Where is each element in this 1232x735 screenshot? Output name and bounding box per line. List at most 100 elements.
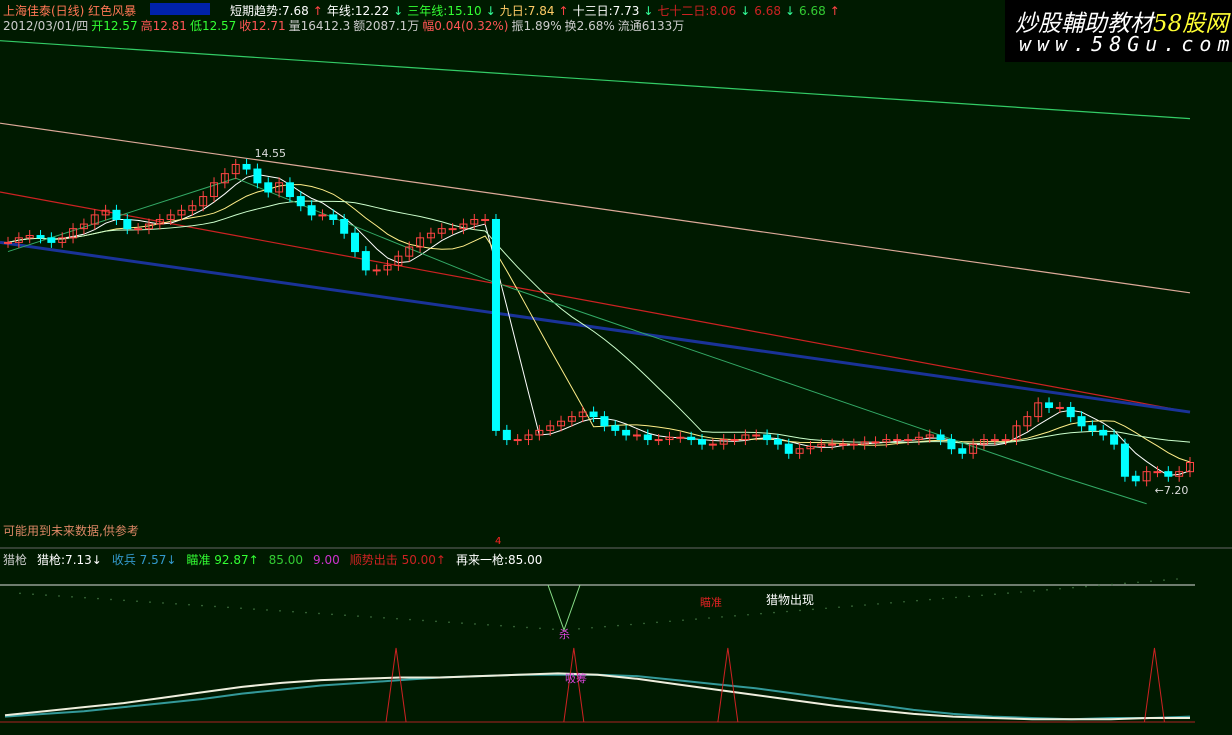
candle-body: [318, 214, 327, 217]
candle-body: [936, 434, 945, 441]
candle-body: [643, 434, 652, 441]
trend-dot: [383, 617, 385, 619]
trend-dot: [1150, 580, 1152, 582]
trend-dot: [149, 601, 151, 603]
candle-body: [134, 228, 143, 231]
kill-label: 杀: [559, 628, 570, 641]
candle-body: [242, 163, 251, 170]
candle-body: [437, 228, 446, 234]
candle-body: [25, 235, 34, 239]
signal-spike: [1143, 647, 1165, 723]
trend-dot: [435, 620, 437, 623]
lh-item: 收兵 7.57↓: [111, 553, 177, 567]
trend-dot: [136, 600, 138, 603]
trend-dot: [487, 624, 489, 626]
candle-body: [849, 443, 858, 446]
quote-item: 换2.68%: [564, 19, 615, 33]
trend-dot: [97, 597, 99, 600]
trend-dot: [45, 594, 47, 596]
trend-dot: [591, 626, 593, 629]
trend-dot: [630, 623, 632, 626]
marker-label: 4: [495, 536, 502, 547]
candle-body: [654, 439, 663, 442]
candle-body: [4, 241, 12, 244]
candle-body: [719, 439, 728, 445]
candle-body: [784, 443, 793, 454]
trend-arrow-icon: ↓: [784, 4, 796, 18]
trend-dot: [604, 625, 606, 628]
quote-item: 量16412.3: [288, 19, 351, 33]
candle-body: [524, 434, 533, 441]
candle-body: [47, 237, 56, 243]
candle-body: [329, 214, 338, 220]
candle-body: [351, 232, 360, 253]
ind-item: 6.68: [754, 4, 781, 18]
candle-body: [275, 182, 284, 193]
signal-spike: [717, 647, 739, 723]
trend-dot: [955, 596, 957, 599]
candle-body: [448, 228, 457, 231]
trend-dot: [1085, 585, 1087, 588]
candle-body: [882, 439, 891, 443]
trend-dot: [734, 615, 736, 617]
signal-spike: [385, 647, 407, 723]
trend-dot: [305, 611, 307, 614]
candle-body: [730, 439, 739, 442]
candle-body: [220, 173, 229, 184]
candle-body: [112, 209, 121, 220]
candle-body: [773, 439, 782, 445]
trend-dot: [32, 593, 34, 596]
trend-dot: [526, 626, 528, 629]
ind-item: 6.68: [799, 4, 826, 18]
trend-dot: [357, 615, 359, 617]
candle-body: [567, 416, 576, 422]
candle-body: [69, 228, 78, 239]
candle-body: [752, 434, 761, 437]
trend-dot: [71, 596, 73, 598]
candle-body: [665, 436, 674, 441]
candle-body: [632, 434, 641, 437]
trend-dot: [201, 604, 203, 607]
candle-body: [622, 429, 631, 436]
trend-dot: [448, 621, 450, 623]
candle-body: [1099, 429, 1108, 436]
trend-dot: [500, 624, 502, 627]
trend-arrow-icon: ↑: [558, 4, 569, 18]
moving-average-line: [0, 122, 1191, 294]
candle-body: [817, 443, 826, 447]
trend-dot: [1007, 592, 1009, 594]
candle-body: [795, 448, 804, 454]
trend-arrow-icon: ↓: [740, 4, 751, 18]
trend-dot: [1098, 584, 1100, 587]
trend-dot: [461, 622, 463, 624]
trend-arrow-icon: ↓: [485, 4, 496, 18]
trend-dot: [890, 602, 892, 604]
candle-body: [557, 420, 566, 427]
candle-body: [1131, 475, 1140, 482]
ma-5-line: [7, 174, 1191, 476]
trend-dot: [227, 606, 229, 609]
trend-dot: [851, 605, 853, 607]
candle-body: [285, 182, 294, 198]
ind-item: 短期趋势:7.68: [230, 4, 309, 18]
quote-item: 2012/03/01/四: [3, 19, 89, 33]
candle-body: [394, 255, 403, 266]
trend-dot: [578, 628, 580, 630]
candle-body: [144, 223, 153, 230]
candle-body: [838, 443, 847, 446]
trend-dot: [1163, 579, 1165, 581]
trend-dot: [1059, 587, 1061, 590]
trend-dot: [19, 592, 21, 595]
indicator-bar: 短期趋势:7.68 ↑ 年线:12.22 ↓ 三年线:15.10 ↓ 九日:7.84 ↑ 十三日…: [230, 2, 844, 19]
candle-body: [416, 237, 425, 248]
trend-dot: [1137, 581, 1139, 584]
quote-item: 低12.57: [189, 19, 237, 33]
trend-dot: [84, 596, 86, 599]
candle-body: [708, 443, 717, 446]
candle-body: [741, 434, 750, 441]
watermark-text: 炒股輔助教材: [1015, 11, 1153, 37]
lh-item: 猎枪:7.13↓: [37, 553, 102, 567]
trend-dot: [708, 617, 710, 619]
candle-body: [188, 205, 197, 211]
